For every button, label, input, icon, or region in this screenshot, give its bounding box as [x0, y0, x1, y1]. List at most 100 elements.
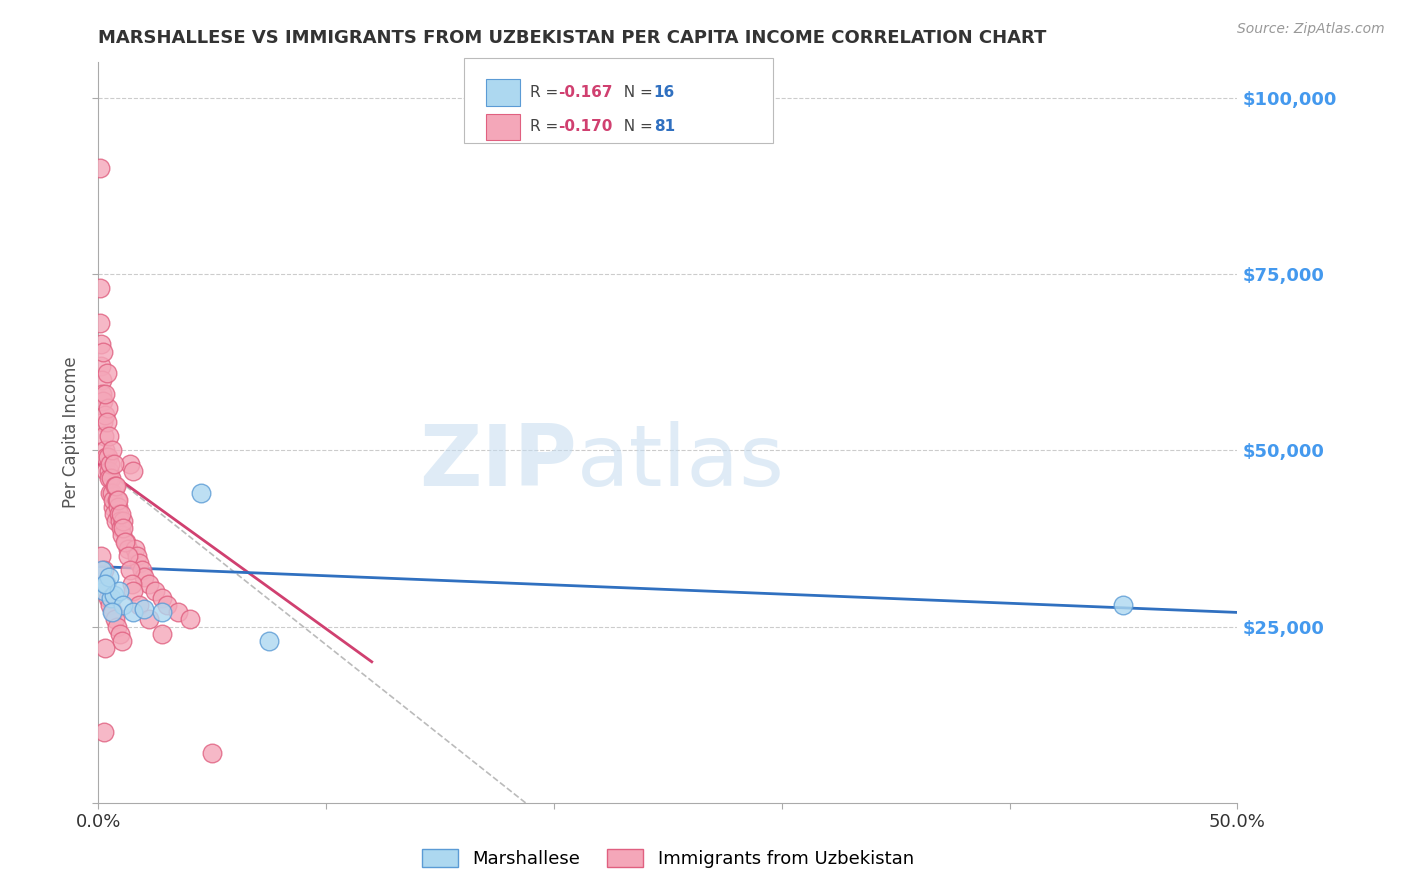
Point [96, 366, 118, 380]
Point [96, 577, 118, 591]
Y-axis label: Per Capita Income: Per Capita Income [62, 357, 80, 508]
Text: 81: 81 [654, 120, 675, 135]
Point [120, 458, 142, 472]
Point [105, 619, 128, 633]
Point [91, 387, 114, 401]
Text: MARSHALLESE VS IMMIGRANTS FROM UZBEKISTAN PER CAPITA INCOME CORRELATION CHART: MARSHALLESE VS IMMIGRANTS FROM UZBEKISTA… [98, 29, 1047, 47]
Point [1112, 599, 1135, 613]
Point [201, 747, 224, 761]
Point [100, 471, 122, 485]
Point [132, 570, 155, 584]
Point [167, 606, 190, 620]
Point [91, 393, 114, 408]
Point [103, 458, 125, 472]
Point [100, 591, 122, 606]
Point [94, 443, 117, 458]
Text: -0.167: -0.167 [558, 86, 613, 100]
Point [94, 450, 117, 465]
Text: N =: N = [614, 120, 658, 135]
Point [97, 450, 120, 465]
Text: atlas: atlas [576, 421, 785, 504]
Point [131, 563, 153, 577]
Point [121, 464, 143, 478]
Point [121, 577, 143, 591]
Point [94, 640, 117, 655]
Point [93, 429, 115, 443]
Point [90, 563, 112, 577]
Point [150, 626, 173, 640]
Point [100, 443, 122, 458]
Point [110, 521, 132, 535]
Point [121, 584, 143, 599]
Point [94, 387, 117, 401]
Point [156, 599, 179, 613]
Point [100, 458, 122, 472]
Point [111, 633, 134, 648]
Point [114, 535, 136, 549]
Point [91, 344, 114, 359]
Point [98, 485, 121, 500]
Point [190, 485, 212, 500]
Point [117, 541, 139, 556]
Text: -0.170: -0.170 [558, 120, 613, 135]
Text: R =: R = [530, 120, 564, 135]
Point [93, 415, 115, 429]
Point [103, 492, 125, 507]
Point [103, 588, 125, 602]
Point [111, 528, 134, 542]
Point [124, 541, 146, 556]
Point [104, 478, 127, 492]
Point [108, 584, 131, 599]
Point [259, 633, 281, 648]
Point [101, 606, 124, 620]
Point [93, 563, 115, 577]
Point [98, 471, 121, 485]
Point [97, 464, 120, 478]
Text: N =: N = [614, 86, 658, 100]
Point [127, 549, 149, 563]
Point [138, 612, 160, 626]
Point [105, 492, 128, 507]
Point [128, 556, 150, 570]
Legend: Marshallese, Immigrants from Uzbekistan: Marshallese, Immigrants from Uzbekistan [415, 841, 921, 875]
Point [118, 563, 141, 577]
Point [104, 612, 127, 626]
Point [97, 591, 120, 606]
Point [90, 337, 112, 351]
Point [110, 507, 132, 521]
Point [89, 161, 111, 176]
Point [112, 514, 135, 528]
Text: ZIP: ZIP [419, 421, 576, 504]
Point [101, 500, 124, 514]
Point [108, 507, 131, 521]
Text: Source: ZipAtlas.com: Source: ZipAtlas.com [1237, 22, 1385, 37]
Point [101, 606, 124, 620]
Point [96, 401, 118, 415]
Point [108, 626, 131, 640]
Point [93, 725, 115, 739]
Point [104, 514, 127, 528]
Point [90, 549, 112, 563]
Point [138, 577, 160, 591]
Point [132, 602, 155, 616]
Point [96, 464, 118, 478]
Point [94, 577, 117, 591]
Point [112, 599, 135, 613]
Point [89, 316, 111, 330]
Text: R =: R = [530, 86, 564, 100]
Point [111, 521, 134, 535]
Point [96, 415, 118, 429]
Text: 16: 16 [654, 86, 675, 100]
Point [94, 577, 117, 591]
Point [108, 514, 131, 528]
Point [93, 408, 115, 422]
Point [179, 612, 201, 626]
Point [117, 549, 139, 563]
Point [90, 373, 112, 387]
Point [150, 591, 173, 606]
Point [107, 500, 129, 514]
Point [90, 359, 112, 373]
Point [150, 606, 173, 620]
Point [98, 429, 121, 443]
Point [103, 507, 125, 521]
